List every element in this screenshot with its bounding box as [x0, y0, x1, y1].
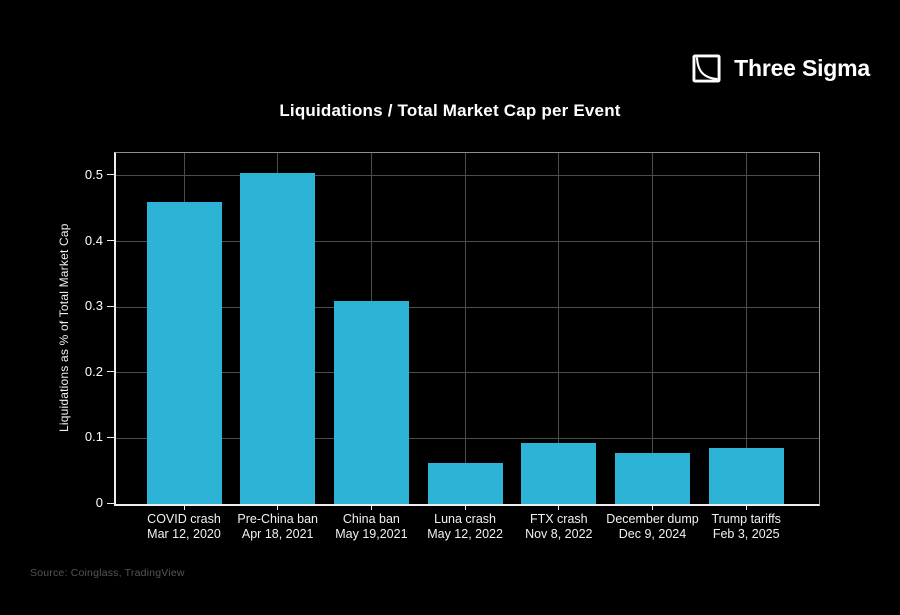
- x-tick-label: Pre-China ban Apr 18, 2021: [203, 512, 353, 542]
- y-tick-label: 0.2: [84, 363, 103, 379]
- x-tick-event-date: Nov 8, 2022: [525, 527, 593, 541]
- x-tick-event-date: Apr 18, 2021: [241, 527, 314, 541]
- gridline-horizontal: [116, 437, 819, 439]
- bar: [240, 172, 316, 504]
- x-tick-mark: [745, 505, 747, 510]
- gridline-horizontal: [116, 372, 819, 374]
- x-tick-label: China ban May 19,2021: [296, 512, 446, 542]
- y-axis-label: Liquidations as % of Total Market Cap: [57, 223, 71, 432]
- gridline-vertical: [652, 153, 653, 504]
- x-tick-event-name: December dump: [606, 512, 699, 526]
- x-tick-event-date: Feb 3, 2025: [712, 527, 780, 541]
- x-tick-mark: [183, 505, 185, 510]
- three-sigma-icon: [692, 54, 721, 83]
- x-tick-mark: [277, 505, 279, 510]
- gridline-horizontal: [116, 306, 819, 308]
- x-tick-mark: [652, 505, 653, 510]
- y-tick-label: 0.4: [84, 232, 103, 248]
- bar: [427, 462, 503, 504]
- source-note: Source: Coinglass, TradingView: [30, 567, 185, 579]
- x-tick-event-name: Trump tariffs: [711, 512, 781, 526]
- x-tick-mark: [558, 505, 560, 510]
- x-tick-event-name: COVID crash: [147, 512, 221, 526]
- y-tick-mark: [107, 305, 114, 307]
- chart-title: Liquidations / Total Market Cap per Even…: [279, 101, 621, 120]
- y-tick-label: 0.1: [84, 429, 103, 445]
- x-tick-event-date: Mar 12, 2020: [147, 527, 221, 541]
- x-tick-label: COVID crash Mar 12, 2020: [109, 512, 259, 542]
- brand-logo-text: Three Sigma: [734, 55, 870, 81]
- y-tick-mark: [107, 174, 114, 176]
- x-tick-event-name: Pre-China ban: [237, 512, 318, 526]
- gridline-vertical: [745, 153, 747, 504]
- y-tick-mark: [107, 371, 114, 373]
- x-tick-event-name: Luna crash: [434, 512, 497, 526]
- x-tick-event-name: China ban: [342, 512, 400, 526]
- y-tick-mark: [107, 502, 114, 504]
- x-tick-event-date: May 19,2021: [335, 527, 408, 541]
- bar: [615, 453, 690, 504]
- x-tick-event-name: FTX crash: [529, 512, 588, 526]
- x-tick-event-date: Dec 9, 2024: [618, 527, 687, 541]
- y-tick-label: 0.3: [84, 298, 103, 314]
- x-tick-label: December dump Dec 9, 2024: [578, 512, 728, 542]
- bar: [521, 443, 597, 504]
- bar: [708, 447, 784, 504]
- gridline-horizontal: [116, 175, 819, 177]
- brand-logo: Three Sigma: [692, 54, 870, 83]
- gridline-vertical: [464, 153, 466, 504]
- y-tick-label: 0.5: [84, 166, 103, 182]
- x-tick-mark: [464, 505, 466, 510]
- y-tick-mark: [107, 240, 114, 242]
- x-tick-mark: [370, 505, 372, 510]
- bar: [146, 202, 222, 504]
- x-tick-label: Luna crash May 12, 2022: [390, 512, 540, 542]
- y-tick-mark: [107, 436, 114, 438]
- gridline-vertical: [558, 153, 560, 504]
- x-tick-label: FTX crash Nov 8, 2022: [484, 512, 634, 542]
- bar: [333, 300, 409, 504]
- gridline-horizontal: [116, 241, 819, 243]
- plot-area: [114, 152, 820, 506]
- x-tick-event-date: May 12, 2022: [427, 527, 503, 541]
- x-tick-label: Trump tariffs Feb 3, 2025: [671, 512, 821, 542]
- y-tick-label: 0: [95, 495, 103, 510]
